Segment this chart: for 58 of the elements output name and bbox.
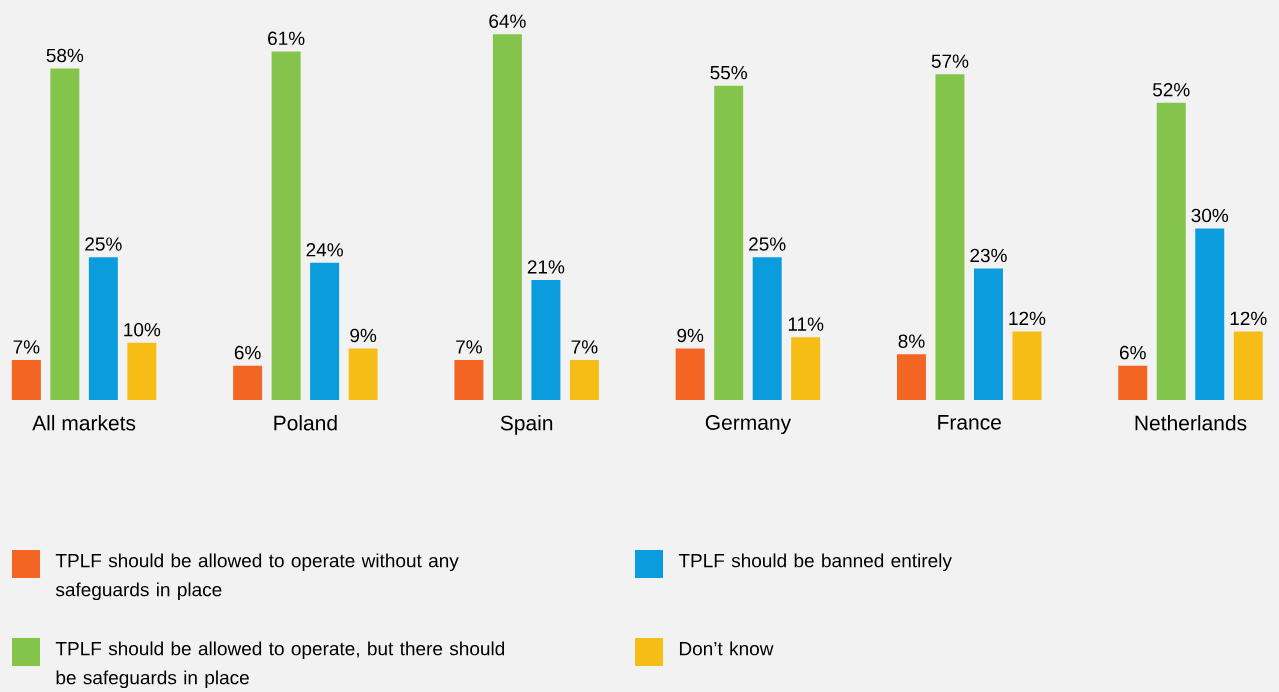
data-label: 8% (898, 334, 925, 348)
bar (973, 268, 1003, 400)
data-label: 55% (710, 65, 748, 80)
data-label: 6% (234, 345, 261, 360)
data-label: 24% (306, 243, 343, 257)
x-tick-label: All markets (32, 415, 136, 431)
data-label: 52% (1152, 83, 1190, 97)
data-label: 64% (489, 14, 526, 28)
data-label: 11% (788, 317, 824, 331)
bar (11, 360, 41, 400)
x-tick-label: Germany (705, 415, 792, 435)
data-label: 12% (1230, 311, 1267, 326)
data-label: 9% (350, 328, 377, 343)
bar (752, 257, 782, 400)
bar (569, 360, 599, 400)
data-label: 21% (527, 260, 565, 274)
bar (492, 34, 522, 400)
bar (310, 262, 340, 400)
legend-label: TPLF should be allowed to operate without any safeguards in place (55, 553, 459, 601)
data-label: 7% (571, 340, 598, 354)
x-tick-label: France (938, 415, 1001, 430)
bar (896, 354, 926, 400)
bar (127, 342, 157, 400)
bar (454, 360, 484, 400)
data-label: 12% (1009, 311, 1046, 326)
bar (1118, 365, 1148, 400)
bar (88, 257, 118, 400)
bar (675, 348, 705, 400)
data-label: 61% (268, 31, 305, 46)
bar (935, 74, 965, 400)
bar (271, 51, 301, 400)
data-label: 58% (46, 48, 84, 63)
data-label: 25% (749, 237, 786, 251)
data-label: 30% (1191, 208, 1229, 223)
bar (791, 337, 821, 400)
data-label: 7% (456, 340, 482, 354)
bar (348, 348, 378, 400)
bar (1233, 331, 1263, 400)
legend-label: TPLF should be banned entirely (678, 553, 952, 572)
x-tick-label: Poland (274, 415, 337, 431)
data-label: 25% (85, 237, 122, 251)
data-label: 10% (124, 323, 161, 337)
x-tick-label: Netherlands (1135, 415, 1247, 431)
legend-label: Don’t know (679, 641, 774, 656)
bar (531, 280, 561, 400)
bar (50, 68, 80, 400)
data-label: 23% (970, 248, 1007, 263)
bar (233, 365, 263, 400)
x-tick-label: Spain (500, 415, 553, 435)
data-label: 57% (931, 54, 969, 68)
data-label: 7% (13, 340, 40, 354)
bar (1012, 331, 1042, 400)
data-label: 6% (1119, 345, 1146, 360)
bar (1156, 102, 1186, 400)
legend-label: TPLF should be allowed to operate, but there should be safeguards in place (55, 641, 505, 689)
data-label: 9% (677, 328, 704, 343)
bar (1195, 228, 1225, 400)
bar (714, 85, 744, 400)
